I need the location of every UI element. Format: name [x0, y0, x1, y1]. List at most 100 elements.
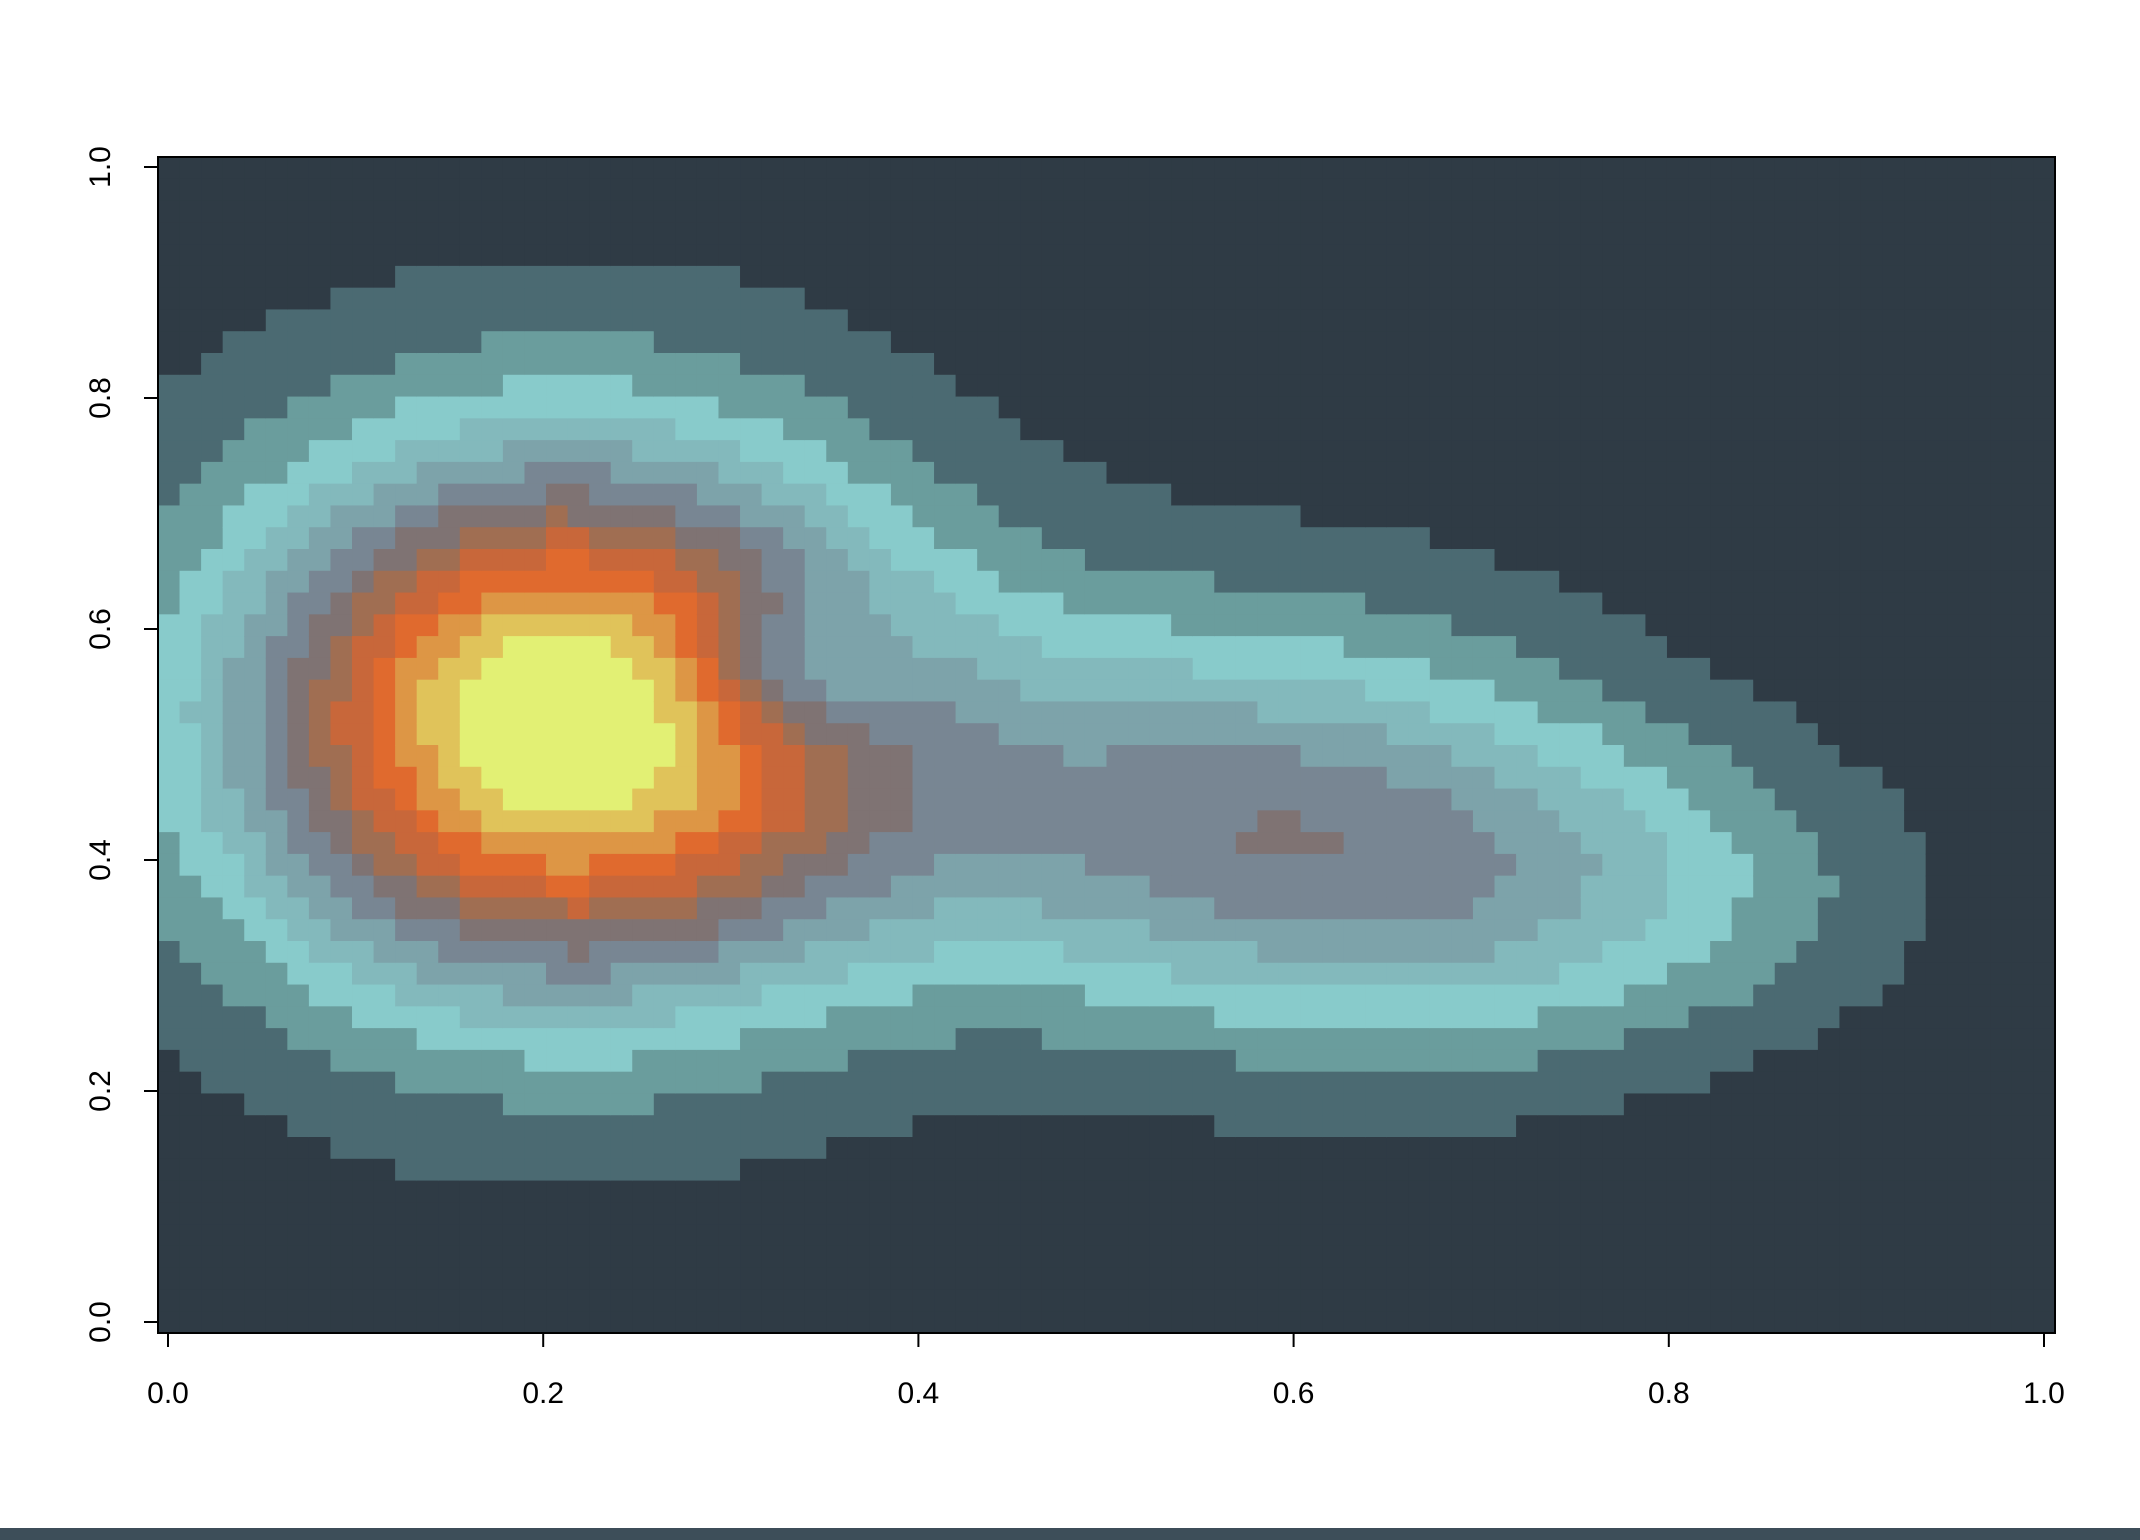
- heatmap-cell: [1365, 723, 1388, 746]
- heatmap-cell: [352, 1245, 375, 1269]
- heatmap-cell: [890, 440, 914, 463]
- heatmap-cell: [222, 1137, 245, 1160]
- heatmap-cell: [1192, 810, 1215, 833]
- heatmap-cell: [740, 309, 763, 332]
- heatmap-cell: [1365, 1006, 1388, 1029]
- heatmap-cell: [1084, 1180, 1108, 1203]
- heatmap-cell: [1365, 962, 1388, 986]
- heatmap-cell: [438, 157, 461, 180]
- heatmap-cell: [675, 396, 698, 419]
- heatmap-cell: [158, 919, 181, 942]
- heatmap-cell: [330, 353, 353, 376]
- heatmap-cell: [1192, 1245, 1215, 1269]
- heatmap-cell: [459, 592, 482, 615]
- heatmap-cell: [1472, 374, 1496, 398]
- heatmap-cell: [696, 745, 720, 768]
- heatmap-cell: [524, 309, 547, 332]
- heatmap-cell: [1128, 1006, 1151, 1029]
- heatmap-cell: [1386, 1049, 1409, 1073]
- heatmap-cell: [696, 941, 720, 964]
- heatmap-cell: [1343, 723, 1366, 746]
- heatmap-cell: [1343, 1071, 1366, 1095]
- heatmap-cell: [977, 1202, 1000, 1225]
- heatmap-cell: [179, 1137, 202, 1160]
- heatmap-cell: [998, 810, 1021, 833]
- heatmap-cell: [567, 505, 590, 528]
- heatmap-cell: [740, 461, 763, 485]
- heatmap-cell: [1235, 1049, 1258, 1073]
- heatmap-cell: [1408, 222, 1431, 245]
- heatmap-cell: [524, 810, 547, 833]
- heatmap-cell: [287, 679, 310, 703]
- heatmap-cell: [481, 527, 504, 550]
- heatmap-cell: [955, 1202, 978, 1225]
- heatmap-cell: [1343, 1093, 1366, 1116]
- heatmap-cell: [696, 461, 720, 485]
- heatmap-cell: [179, 200, 202, 223]
- heatmap-cell: [869, 1137, 892, 1160]
- heatmap-cell: [1192, 265, 1215, 289]
- heatmap-cell: [1192, 962, 1215, 986]
- heatmap-cell: [265, 374, 288, 398]
- heatmap-cell: [265, 1158, 288, 1182]
- heatmap-cell: [826, 1028, 849, 1051]
- heatmap-cell: [1214, 331, 1237, 354]
- heatmap-cell: [1688, 200, 1711, 223]
- heatmap-cell: [1451, 440, 1474, 463]
- heatmap-cell: [804, 222, 827, 245]
- heatmap-cell: [1041, 723, 1064, 746]
- heatmap-cell: [438, 309, 461, 332]
- heatmap-cell: [847, 1137, 870, 1160]
- heatmap-cell: [1343, 745, 1366, 768]
- heatmap-cell: [934, 745, 957, 768]
- heatmap-cell: [567, 853, 590, 877]
- heatmap-cell: [826, 570, 849, 594]
- heatmap-cell: [1322, 897, 1345, 920]
- heatmap-cell: [1106, 265, 1129, 289]
- heatmap-cell: [1278, 832, 1302, 855]
- heatmap-cell: [524, 984, 547, 1007]
- heatmap-cell: [1537, 1115, 1560, 1138]
- heatmap-cell: [1429, 222, 1453, 245]
- heatmap-cell: [287, 853, 310, 877]
- heatmap-cell: [1580, 483, 1603, 507]
- heatmap-cell: [1429, 1006, 1453, 1029]
- heatmap-cell: [1451, 1137, 1474, 1160]
- heatmap-cell: [1602, 1245, 1625, 1269]
- heatmap-cell: [1688, 897, 1711, 920]
- heatmap-cell: [1472, 1245, 1496, 1269]
- heatmap-cell: [890, 1311, 914, 1334]
- heatmap-cell: [1343, 941, 1366, 964]
- heatmap-cell: [1365, 418, 1388, 441]
- heatmap-cell: [1386, 287, 1409, 311]
- heatmap-cell: [1429, 1180, 1453, 1203]
- heatmap-cell: [1839, 788, 1862, 811]
- heatmap-cell: [955, 1137, 978, 1160]
- heatmap-cell: [1063, 723, 1086, 746]
- heatmap-cell: [244, 962, 267, 986]
- heatmap-cell: [610, 1245, 633, 1269]
- heatmap-cell: [1235, 527, 1258, 550]
- heatmap-cell: [222, 418, 245, 441]
- heatmap-cell: [1429, 461, 1453, 485]
- heatmap-cell: [934, 1311, 957, 1334]
- heatmap-cell: [847, 636, 870, 659]
- heatmap-cell: [1925, 549, 1948, 572]
- heatmap-cell: [158, 962, 181, 986]
- heatmap-cell: [783, 723, 806, 746]
- heatmap-cell: [265, 1202, 288, 1225]
- heatmap-cell: [1171, 505, 1194, 528]
- heatmap-cell: [1817, 897, 1841, 920]
- heatmap-cell: [524, 592, 547, 615]
- heatmap-cell: [804, 723, 827, 746]
- heatmap-cell: [1171, 766, 1194, 790]
- heatmap-cell: [546, 592, 569, 615]
- heatmap-cell: [1300, 200, 1323, 223]
- heatmap-cell: [1796, 810, 1819, 833]
- heatmap-cell: [567, 614, 590, 637]
- heatmap-cell: [1731, 549, 1754, 572]
- heatmap-cell: [955, 1245, 978, 1269]
- heatmap-cell: [1192, 701, 1215, 724]
- heatmap-cell: [1796, 679, 1819, 703]
- heatmap-cell: [179, 418, 202, 441]
